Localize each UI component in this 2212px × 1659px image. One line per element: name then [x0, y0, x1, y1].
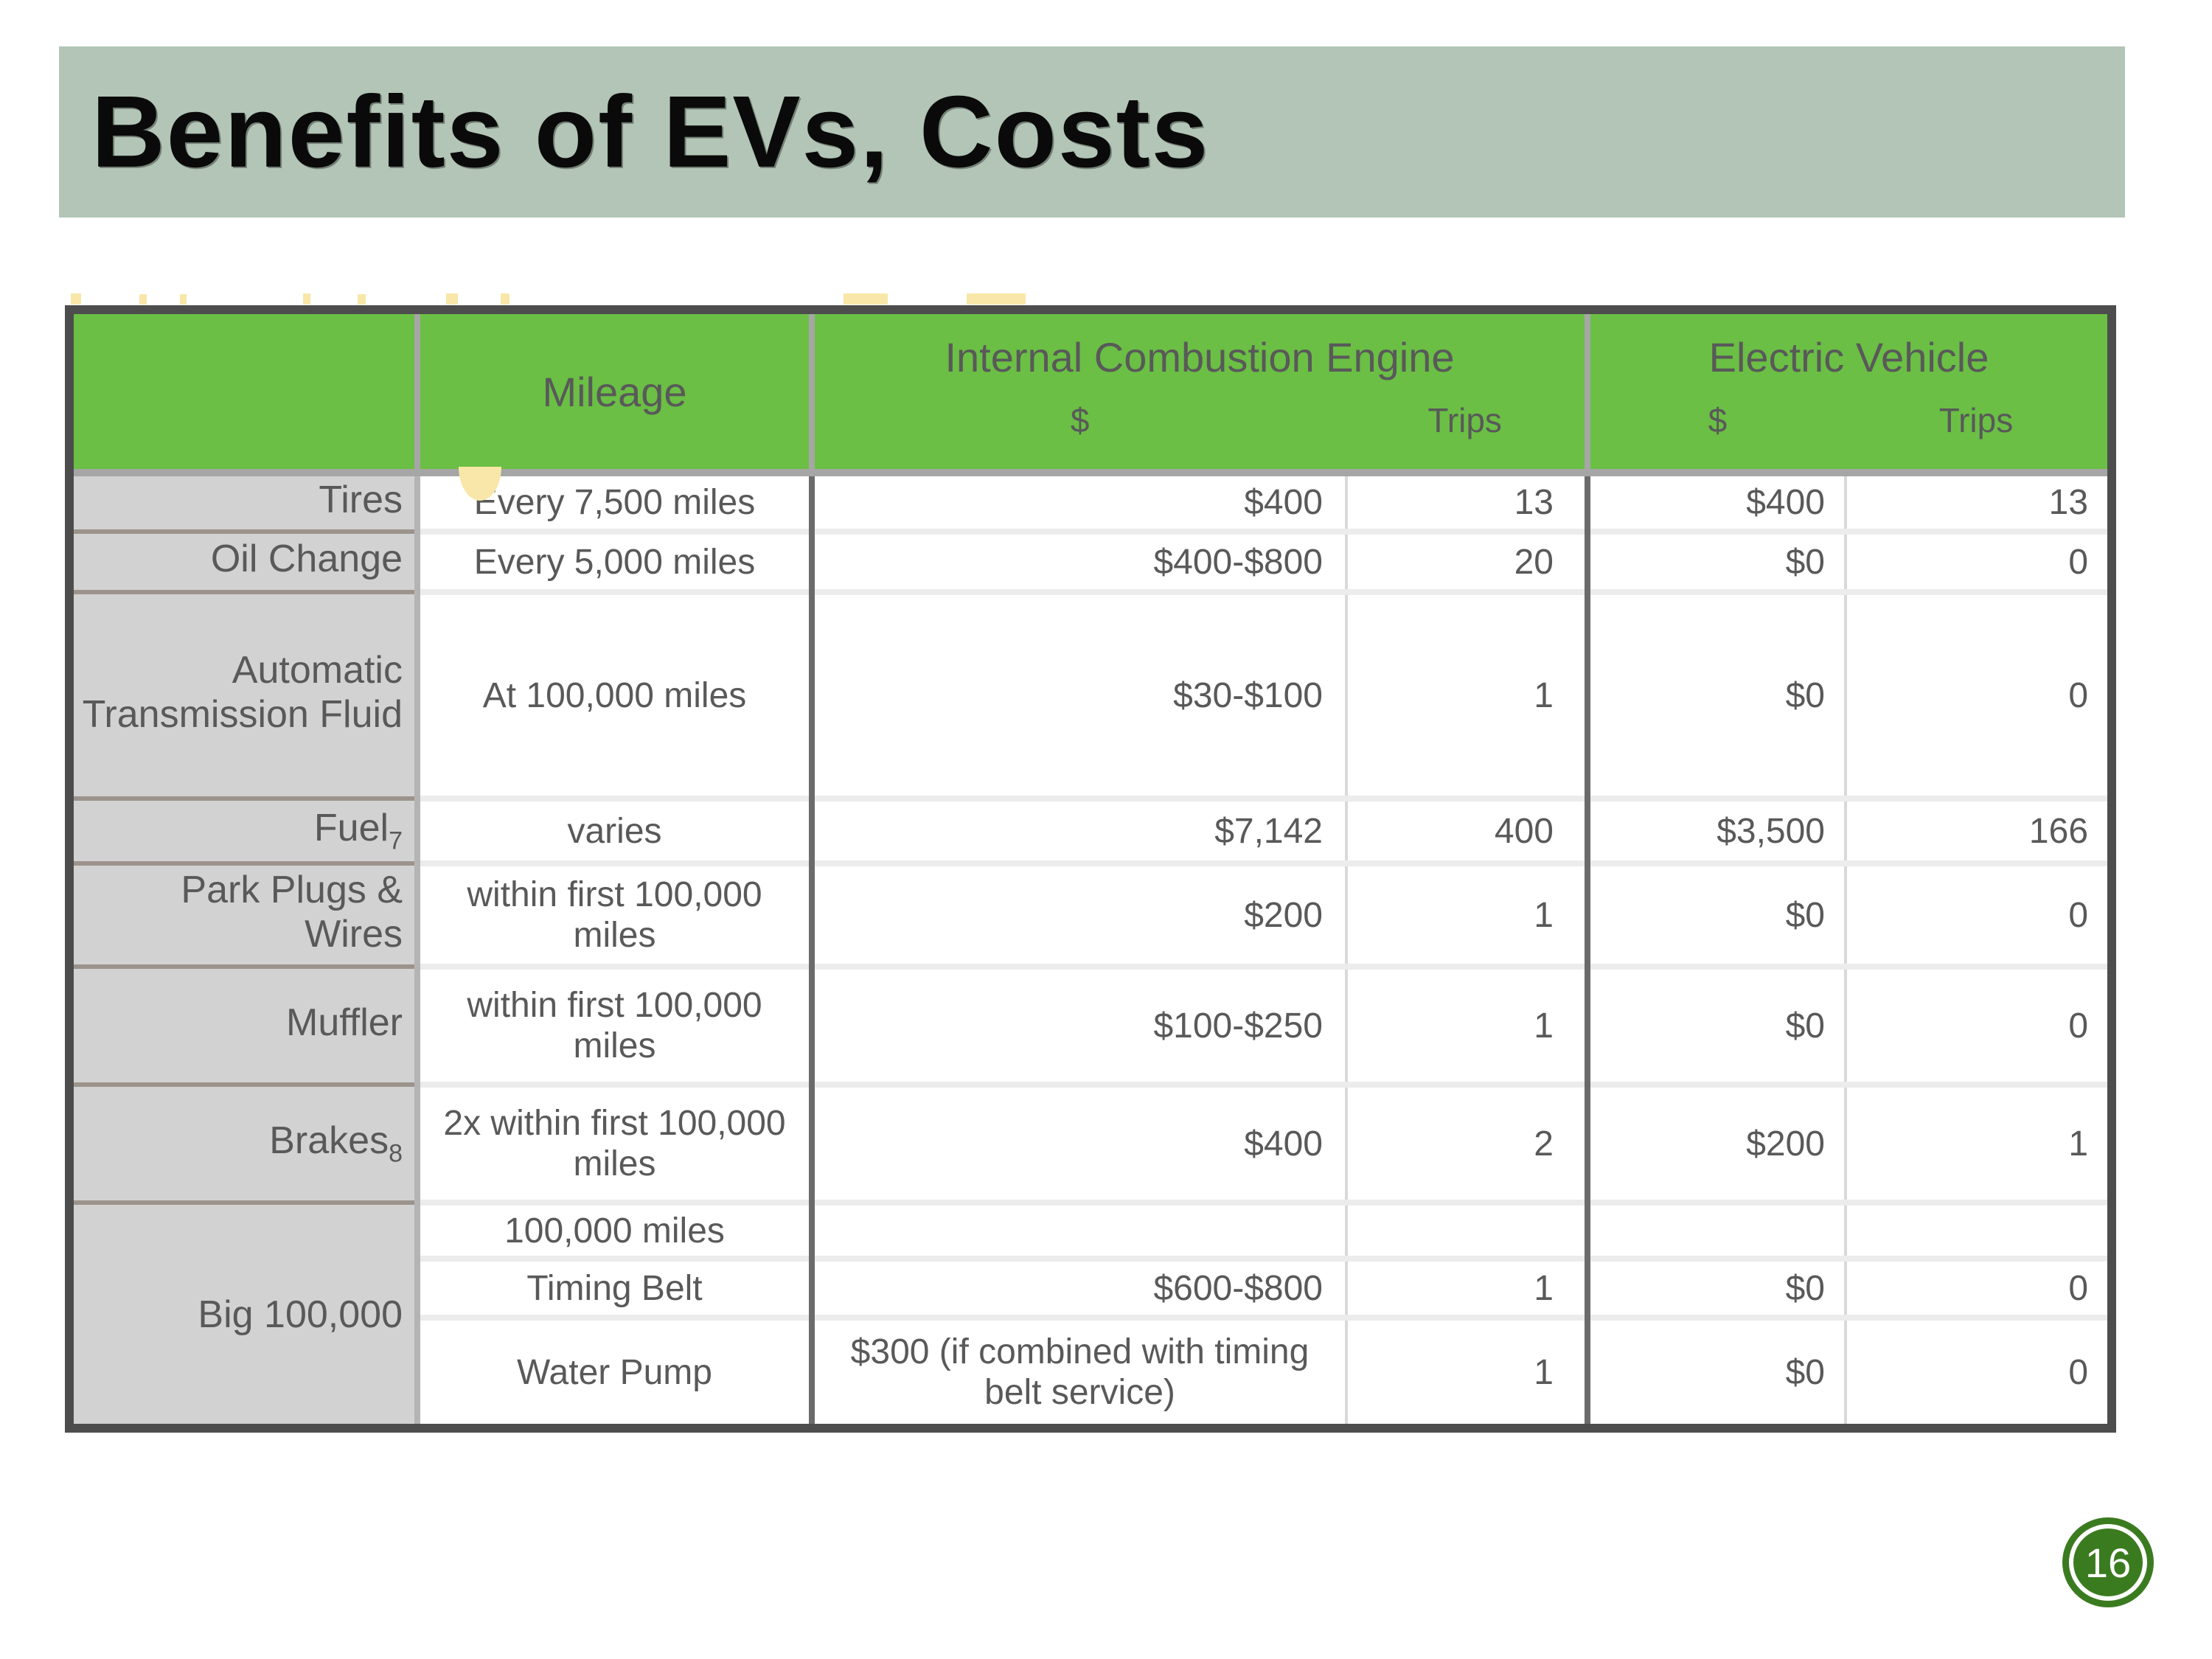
cell-ice-cost: $600-$800 — [809, 1256, 1346, 1318]
header-group-ev: Electric Vehicle $ Trips — [1584, 310, 2112, 476]
hidden-text-fragment — [967, 293, 1026, 305]
cell-ev-trips: 13 — [1843, 470, 2112, 532]
cell-mileage: within first 100,000 miles — [414, 964, 812, 1085]
row-label: Fuel7 — [69, 796, 417, 863]
row-label: Muffler — [69, 964, 417, 1085]
hidden-text-fragment — [844, 293, 888, 305]
cell-ev-trips: 0 — [1843, 860, 2112, 967]
table-row-timing-belt: Timing Belt $600-$800 1 $0 0 — [69, 1256, 2112, 1318]
page-title: Benefits of EVs, Costs — [91, 74, 1210, 189]
cell-ice-trips: 1 — [1345, 589, 1587, 799]
table-row-tires: Tires Every 7,500 miles $400 13 $400 13 — [69, 470, 2112, 532]
table-row-big-100000-mileage: Big 100,000 100,000 miles — [69, 1200, 2112, 1428]
cell-ice-cost: $200 — [809, 860, 1346, 967]
cell-ev-trips: 0 — [1843, 964, 2112, 1085]
table-row-brakes: Brakes8 2x within first 100,000 miles $4… — [69, 1082, 2112, 1203]
maintenance-cost-table: Mileage Internal Combustion Engine $ Tri… — [65, 305, 2117, 1433]
table-row-muffler: Muffler within first 100,000 miles $100-… — [69, 964, 2112, 1085]
cell-ev-trips: 0 — [1843, 529, 2112, 592]
table-row-spark-plugs: Park Plugs & Wires within first 100,000 … — [69, 860, 2112, 967]
cell-ev-cost: $0 — [1585, 1256, 1846, 1318]
header-mileage: Mileage — [414, 310, 812, 476]
table-row-oil-change: Oil Change Every 5,000 miles $400-$800 2… — [69, 529, 2112, 592]
cell-ev-cost: $0 — [1585, 964, 1846, 1085]
hidden-text-fragment — [358, 294, 366, 305]
header-item-cell — [69, 310, 417, 476]
cell-ev-cost: $0 — [1585, 1315, 1846, 1428]
hidden-text-fragment — [71, 293, 81, 305]
cell-ice-cost: $300 (if combined with timing belt servi… — [809, 1315, 1346, 1428]
row-label: Park Plugs & Wires — [69, 861, 417, 967]
cell-ev-cost: $400 — [1585, 470, 1846, 532]
header-group-ice: Internal Combustion Engine $ Trips — [809, 310, 1587, 476]
cell-ev-trips: 1 — [1843, 1082, 2112, 1203]
row-label-big-100000: Big 100,000 — [69, 1200, 417, 1428]
cell-ice-cost: $30-$100 — [809, 589, 1346, 799]
cell-ev-cost: $3,500 — [1585, 796, 1846, 863]
header-ice-cost: $ — [1070, 400, 1090, 439]
cell-ice-cost: $400 — [809, 1082, 1346, 1203]
cell-ice-cost: $7,142 — [809, 796, 1346, 863]
cell-mileage: varies — [414, 796, 812, 863]
cell-mileage: 100,000 miles — [414, 1200, 812, 1259]
header-ev-trips: Trips — [1938, 400, 2014, 439]
cell-ev-cost — [1585, 1200, 1846, 1259]
cell-ev-trips: 0 — [1843, 1256, 2112, 1318]
cell-ice-cost: $400-$800 — [809, 529, 1346, 592]
hidden-text-fragment — [501, 293, 509, 305]
cell-ice-trips — [1345, 1200, 1587, 1259]
cell-ev-trips: 0 — [1843, 589, 2112, 799]
cell-ice-trips: 1 — [1345, 964, 1587, 1085]
cell-ice-cost: $100-$250 — [809, 964, 1346, 1085]
hidden-text-fragment — [303, 293, 310, 305]
page-number: 16 — [2084, 1539, 2132, 1586]
cell-ev-trips: 166 — [1843, 796, 2112, 863]
header-ice-trips: Trips — [1427, 400, 1502, 439]
cell-ice-trips: 13 — [1345, 470, 1587, 532]
cell-ice-cost: $400 — [809, 470, 1346, 532]
row-label: Brakes8 — [69, 1082, 417, 1203]
cell-ice-cost — [809, 1200, 1346, 1259]
cell-ev-cost: $200 — [1585, 1082, 1846, 1203]
page-number-badge: 16 — [2062, 1517, 2154, 1607]
table-row-transmission-fluid: Automatic Transmission Fluid At 100,000 … — [69, 589, 2112, 799]
cell-ice-trips: 1 — [1345, 1256, 1587, 1318]
hidden-text-fragment — [139, 294, 147, 305]
header-ev-title: Electric Vehicle — [1708, 333, 1989, 380]
cell-mileage: Timing Belt — [414, 1256, 812, 1318]
cell-mileage: Every 5,000 miles — [414, 529, 812, 592]
badge-ring — [2069, 1524, 2147, 1601]
title-banner: Benefits of EVs, Costs — [59, 46, 2125, 218]
row-label: Oil Change — [69, 529, 417, 592]
cell-ev-trips — [1843, 1200, 2112, 1259]
hidden-text-fragment — [180, 294, 187, 305]
header-ev-cost: $ — [1708, 400, 1728, 439]
cell-mileage: within first 100,000 miles — [414, 860, 812, 967]
row-label: Automatic Transmission Fluid — [69, 590, 417, 799]
cell-ev-cost: $0 — [1585, 589, 1846, 799]
header-ice-title: Internal Combustion Engine — [945, 333, 1455, 380]
row-label: Tires — [69, 470, 417, 532]
cell-ev-cost: $0 — [1585, 860, 1846, 967]
cell-mileage: At 100,000 miles — [414, 589, 812, 799]
cell-mileage: Water Pump — [414, 1315, 812, 1428]
table-row-fuel: Fuel7 varies $7,142 400 $3,500 166 — [69, 796, 2112, 863]
table-header: Mileage Internal Combustion Engine $ Tri… — [69, 310, 2112, 476]
cell-ice-trips: 2 — [1345, 1082, 1587, 1203]
cell-mileage: 2x within first 100,000 miles — [414, 1082, 812, 1203]
cell-ice-trips: 1 — [1345, 860, 1587, 967]
table-row-water-pump: Water Pump $300 (if combined with timing… — [69, 1315, 2112, 1428]
hidden-text-fragment — [446, 293, 458, 305]
cell-ice-trips: 400 — [1345, 796, 1587, 863]
cell-ev-trips: 0 — [1843, 1315, 2112, 1428]
cell-ice-trips: 1 — [1345, 1315, 1587, 1428]
cell-ev-cost: $0 — [1585, 529, 1846, 592]
cell-ice-trips: 20 — [1345, 529, 1587, 592]
